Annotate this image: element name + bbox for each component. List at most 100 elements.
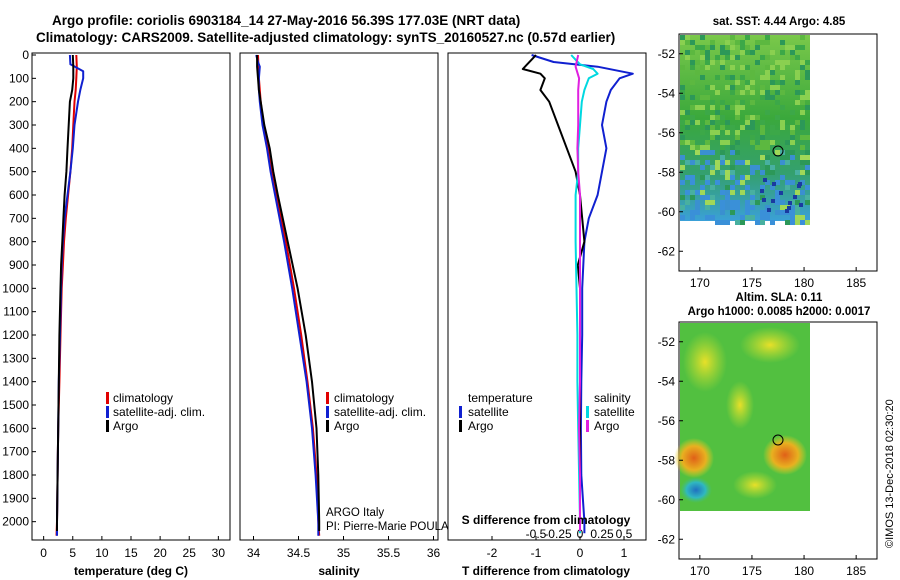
sst-cell bbox=[750, 205, 755, 210]
x-tick-label: 20 bbox=[153, 546, 167, 560]
sst-cell bbox=[730, 130, 735, 135]
sst-cell bbox=[700, 175, 705, 180]
sst-cell bbox=[760, 170, 765, 175]
sst-cell bbox=[770, 130, 775, 135]
sst-cell bbox=[725, 185, 730, 190]
sst-cell bbox=[735, 140, 740, 145]
sst-cell bbox=[795, 205, 800, 210]
sst-cell bbox=[715, 130, 720, 135]
sst-cell bbox=[730, 90, 735, 95]
sst-cell bbox=[745, 80, 750, 85]
sst-cell bbox=[740, 45, 745, 50]
sst-cell bbox=[720, 210, 725, 215]
sst-cell bbox=[715, 115, 720, 120]
sst-cell bbox=[720, 160, 725, 165]
lat-tick-label: -58 bbox=[658, 165, 676, 179]
legend-argo-swatch bbox=[106, 420, 109, 432]
sst-cell bbox=[785, 220, 790, 225]
sst-cell bbox=[730, 85, 735, 90]
sst-cell bbox=[779, 191, 783, 195]
sst-cell bbox=[710, 170, 715, 175]
sst-cell bbox=[800, 145, 805, 150]
sst-cell bbox=[705, 205, 710, 210]
sst-cell bbox=[735, 55, 740, 60]
depth-tick-label: 1800 bbox=[2, 468, 29, 482]
sst-cell bbox=[785, 160, 790, 165]
sst-cell bbox=[760, 195, 765, 200]
sst-cell bbox=[725, 55, 730, 60]
sst-cell bbox=[785, 185, 790, 190]
sst-cell bbox=[685, 200, 690, 205]
sst-cell bbox=[690, 120, 695, 125]
sst-cell bbox=[725, 120, 730, 125]
sst-cell bbox=[725, 40, 730, 45]
depth-tick-label: 400 bbox=[9, 141, 29, 155]
sst-cell bbox=[690, 215, 695, 220]
sst-cell bbox=[799, 203, 803, 207]
legend-argo-swatch bbox=[326, 420, 329, 432]
sst-cell bbox=[797, 184, 801, 188]
sst-cell bbox=[685, 50, 690, 55]
sst-cell bbox=[780, 105, 785, 110]
sst-cell bbox=[795, 200, 800, 205]
sst-cell bbox=[780, 40, 785, 45]
sst-cell bbox=[710, 125, 715, 130]
sst-cell bbox=[700, 195, 705, 200]
x-tick-label: 25 bbox=[183, 546, 197, 560]
sst-cell bbox=[780, 155, 785, 160]
sst-cell bbox=[765, 90, 770, 95]
sst-cell bbox=[800, 45, 805, 50]
sst-cell bbox=[725, 190, 730, 195]
sst-cell bbox=[740, 175, 745, 180]
lat-tick-label: -58 bbox=[658, 453, 676, 467]
legend-climatology: climatology bbox=[113, 391, 173, 405]
legend-argo: Argo bbox=[334, 419, 360, 433]
sst-cell bbox=[790, 135, 795, 140]
sst-cell bbox=[695, 70, 700, 75]
sst-cell bbox=[685, 110, 690, 115]
sst-cell bbox=[765, 65, 770, 70]
sst-cell bbox=[805, 155, 810, 160]
sst-cell bbox=[700, 165, 705, 170]
sst-cell bbox=[690, 95, 695, 100]
sst-cell bbox=[770, 165, 775, 170]
sst-cell bbox=[805, 150, 810, 155]
sst-cell bbox=[720, 145, 725, 150]
sst-cell bbox=[772, 182, 776, 186]
depth-tick-label: 1200 bbox=[2, 328, 29, 342]
sst-cell bbox=[795, 210, 800, 215]
sst-cell bbox=[740, 50, 745, 55]
sst-cell bbox=[780, 120, 785, 125]
sst-cell bbox=[765, 205, 770, 210]
sst-cell bbox=[785, 150, 790, 155]
sst-cell bbox=[735, 130, 740, 135]
sst-cell bbox=[680, 140, 685, 145]
sst-cell bbox=[740, 90, 745, 95]
sst-cell bbox=[795, 190, 800, 195]
sla-lat-tick-labels: -52 -54 -56 -58 -60 -62 bbox=[658, 335, 683, 546]
sst-cell bbox=[730, 55, 735, 60]
sst-cell bbox=[780, 50, 785, 55]
sst-cell bbox=[760, 210, 765, 215]
sst-cell bbox=[695, 200, 700, 205]
x-tick-label: 35 bbox=[337, 546, 351, 560]
sst-cell bbox=[720, 105, 725, 110]
sla-map-title-1: Altim. SLA: 0.11 bbox=[736, 292, 824, 304]
sst-cell bbox=[795, 100, 800, 105]
sla-field bbox=[674, 323, 810, 511]
lon-tick-label: 170 bbox=[690, 276, 710, 290]
sst-cell bbox=[760, 140, 765, 145]
sst-cell bbox=[715, 110, 720, 115]
sst-cell bbox=[705, 195, 710, 200]
sst-cell bbox=[805, 75, 810, 80]
difference-axes bbox=[447, 52, 647, 541]
sst-cell bbox=[710, 130, 715, 135]
sst-cell bbox=[720, 100, 725, 105]
sst-cell bbox=[700, 150, 705, 155]
sst-cell bbox=[685, 120, 690, 125]
sst-cell bbox=[710, 150, 715, 155]
sst-cell bbox=[695, 45, 700, 50]
sst-cell bbox=[805, 135, 810, 140]
sst-cell bbox=[745, 200, 750, 205]
temperature-panel: 0100200300400500600700800900100011001200… bbox=[2, 48, 452, 578]
